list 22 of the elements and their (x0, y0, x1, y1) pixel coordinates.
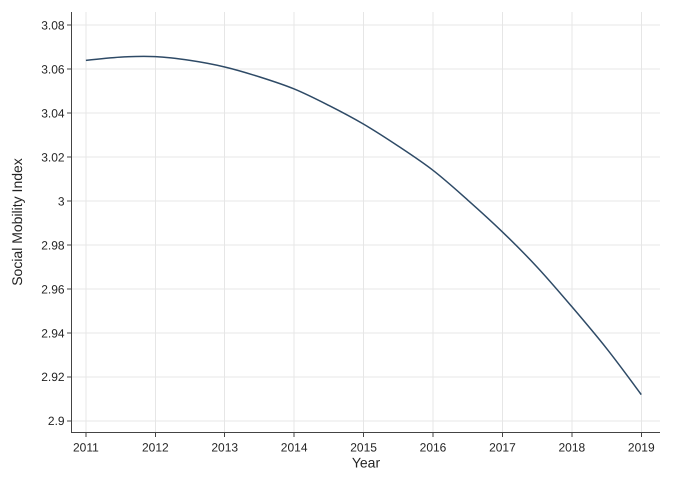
x-tick-label: 2014 (280, 440, 308, 454)
y-tick-label: 2.94 (41, 326, 65, 340)
x-axis-title: Year (352, 454, 380, 470)
x-tick-label: 2017 (489, 440, 516, 454)
y-tick-label: 3.08 (41, 18, 65, 32)
y-tick-label: 3.02 (41, 150, 65, 164)
y-tick-label: 2.98 (41, 238, 65, 252)
x-tick-label: 2015 (350, 440, 378, 454)
x-tick-label: 2011 (72, 440, 100, 454)
x-tick-label: 2013 (211, 440, 238, 454)
x-tick-label: 2019 (628, 440, 655, 454)
y-tick-label: 3 (58, 194, 65, 208)
y-axis-title: Social Mobility Index (8, 158, 25, 286)
y-tick-label: 3.06 (41, 62, 65, 76)
y-tick-label: 2.9 (48, 414, 65, 428)
y-tick-label: 2.92 (41, 370, 65, 384)
y-tick-label: 3.04 (41, 106, 65, 120)
x-tick-label: 2016 (420, 440, 447, 454)
x-tick-label: 2018 (558, 440, 586, 454)
line-series (85, 56, 642, 396)
y-tick-label: 2.96 (41, 282, 65, 296)
x-tick-label: 2012 (142, 440, 169, 454)
